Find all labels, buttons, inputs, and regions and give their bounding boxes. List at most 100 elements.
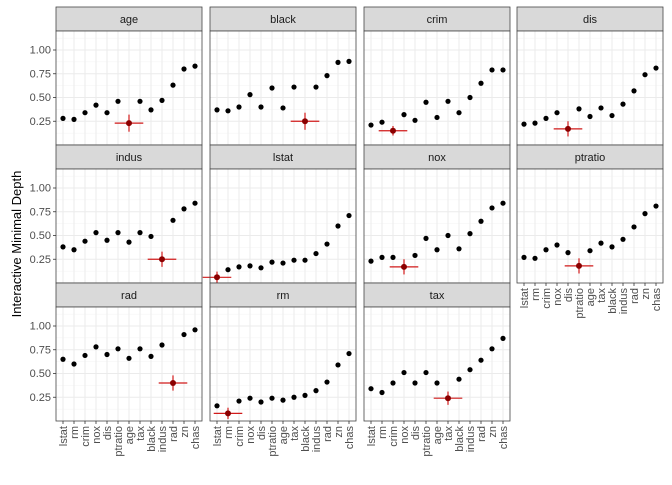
data-point	[181, 66, 187, 72]
x-tick-label: indus	[157, 426, 169, 453]
facet-strip	[363, 6, 511, 32]
x-tick-label: indus	[311, 426, 323, 453]
x-tick-label: black	[146, 426, 158, 452]
facet-panel-age: age	[55, 6, 203, 146]
facet-panel-rad: rad	[55, 282, 203, 422]
x-tick-label: dis	[410, 426, 422, 441]
data-point	[368, 258, 374, 264]
x-tick-label: age	[124, 426, 136, 444]
data-point	[291, 84, 297, 90]
x-axis-col-2: lstat rm crim nox dis ptratio age tax black indus…	[212, 421, 356, 457]
x-tick-label: ptratio	[421, 426, 433, 457]
highlight-marker	[564, 258, 594, 274]
data-point	[489, 67, 495, 73]
data-point	[71, 361, 77, 367]
x-tick-label: rad	[322, 426, 334, 442]
x-tick-label: age	[278, 426, 290, 444]
highlight-point	[401, 263, 407, 270]
data-point	[291, 394, 297, 400]
x-tick-label: rad	[168, 426, 180, 442]
data-point	[478, 357, 484, 363]
highlight-marker	[213, 407, 243, 420]
data-point	[576, 106, 582, 112]
data-point	[401, 112, 407, 118]
highlight-point	[445, 395, 451, 402]
data-point	[93, 102, 99, 108]
data-point	[335, 223, 341, 229]
data-point	[126, 239, 132, 245]
y-tick-label: 0.25	[30, 392, 51, 404]
x-tick-label: tax	[443, 426, 455, 441]
axes-layer: 0.25 0.50 0.75 1.00 0.25 0.50 0.75 1.00 0.25 0.50…	[30, 45, 663, 457]
data-point	[609, 112, 615, 119]
data-point	[456, 246, 462, 252]
data-point	[82, 238, 88, 244]
data-point	[500, 200, 506, 206]
facet-strip	[363, 144, 511, 170]
data-point	[390, 254, 396, 260]
data-point	[137, 98, 143, 104]
data-point	[236, 104, 242, 110]
data-point	[379, 119, 385, 125]
data-point	[489, 346, 495, 352]
data-point	[170, 82, 176, 88]
x-tick-label: rad	[629, 288, 641, 304]
data-point	[181, 331, 187, 338]
data-point	[478, 80, 484, 86]
data-point	[247, 395, 253, 401]
data-point	[126, 355, 132, 361]
x-tick-label: lstat	[212, 426, 224, 446]
data-point	[148, 233, 154, 240]
data-point	[280, 260, 286, 266]
x-tick-label: zn	[333, 426, 345, 438]
x-tick-label: rm	[530, 288, 542, 301]
data-point	[258, 265, 264, 271]
data-point	[532, 255, 538, 261]
highlight-marker	[158, 375, 188, 391]
data-point	[631, 88, 637, 94]
x-tick-label: zn	[179, 426, 191, 438]
x-tick-label: nox	[399, 426, 411, 444]
y-tick-label: 0.50	[30, 92, 51, 104]
x-tick-label: dis	[102, 426, 114, 441]
highlight-point	[565, 125, 571, 132]
data-point	[467, 231, 473, 237]
y-tick-label: 0.75	[30, 68, 51, 80]
data-point	[192, 327, 198, 333]
data-point	[335, 59, 341, 65]
facet-strip	[55, 6, 203, 32]
data-point	[324, 73, 330, 79]
facet-panel-black: black	[209, 6, 357, 146]
data-point	[269, 85, 275, 91]
facet-panel-rm: rm	[209, 282, 357, 422]
facet-title: indus	[116, 152, 143, 164]
y-tick-label: 0.75	[30, 206, 51, 218]
highlight-point	[390, 127, 396, 134]
facet-title: lstat	[273, 152, 293, 164]
data-point	[280, 397, 286, 403]
x-tick-label: indus	[618, 288, 630, 315]
data-point	[313, 388, 319, 394]
y-tick-label: 0.50	[30, 230, 51, 242]
data-point	[401, 369, 407, 376]
x-tick-label: indus	[465, 426, 477, 453]
facet-title: dis	[583, 14, 598, 26]
data-point	[302, 392, 308, 398]
highlight-point	[126, 120, 132, 127]
data-point	[148, 353, 154, 359]
data-point	[500, 335, 506, 341]
data-point	[423, 235, 429, 241]
x-tick-label: black	[300, 426, 312, 452]
y-tick-label: 0.25	[30, 116, 51, 128]
x-tick-label: nox	[245, 426, 257, 444]
y-tick-label: 0.50	[30, 368, 51, 380]
x-tick-label: lstat	[58, 426, 70, 446]
facet-strip	[363, 282, 511, 308]
x-tick-label: chas	[651, 288, 663, 312]
data-point	[412, 252, 418, 259]
data-point	[467, 367, 473, 373]
data-point	[104, 237, 110, 243]
data-point	[137, 230, 143, 236]
facet-title: black	[270, 14, 296, 26]
y-axis-row-2: 0.25 0.50 0.75 1.00	[30, 183, 56, 266]
